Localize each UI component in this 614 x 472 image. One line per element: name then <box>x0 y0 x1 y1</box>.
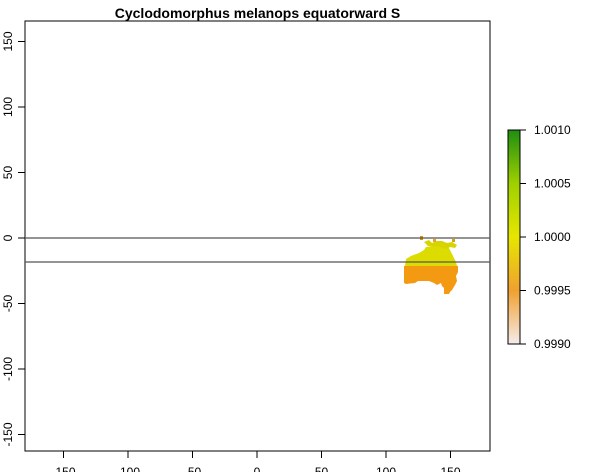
region-north-spot-2 <box>433 239 436 242</box>
y-tick-label-4: 50 <box>1 166 15 180</box>
y-tick-label-0: -150 <box>1 422 15 446</box>
y-tick-label-3: 0 <box>1 234 15 241</box>
legend-label-4: 0.9990 <box>534 337 571 351</box>
map-title: Cyclodomorphus melanops equatorward S <box>114 5 401 21</box>
tasmania-fill <box>444 288 449 294</box>
x-tick-label-3: 0 <box>254 465 261 472</box>
y-tick-label-5: 100 <box>1 97 15 117</box>
region-south-fill <box>404 266 458 294</box>
x-tick-label-1: -100 <box>116 465 140 472</box>
y-tick-label-1: -100 <box>1 357 15 381</box>
x-axis: -150 -100 -50 0 50 100 150 <box>51 451 461 472</box>
region-north-islands <box>424 240 457 249</box>
x-tick-label-6: 150 <box>440 465 460 472</box>
plot-frame <box>24 20 491 452</box>
legend-colorbar <box>507 129 521 345</box>
x-tick-label-5: 100 <box>376 465 396 472</box>
legend-ticks: 1.0010 1.0005 1.0000 0.9995 0.9990 <box>520 123 571 351</box>
y-tick-label-2: -50 <box>1 295 15 313</box>
region-north-spot-3 <box>452 239 455 242</box>
x-tick-label-4: 50 <box>315 465 329 472</box>
x-tick-label-2: -50 <box>184 465 202 472</box>
region-north-fill <box>405 245 457 266</box>
legend-label-0: 1.0010 <box>534 123 571 137</box>
legend-label-2: 1.0000 <box>534 230 571 244</box>
legend-label-3: 0.9995 <box>534 284 571 298</box>
legend-label-1: 1.0005 <box>534 177 571 191</box>
australia-region <box>404 236 458 294</box>
y-axis: -150 -100 -50 0 50 100 150 <box>1 31 25 447</box>
x-tick-label-0: -150 <box>51 465 75 472</box>
y-tick-label-6: 150 <box>1 31 15 51</box>
